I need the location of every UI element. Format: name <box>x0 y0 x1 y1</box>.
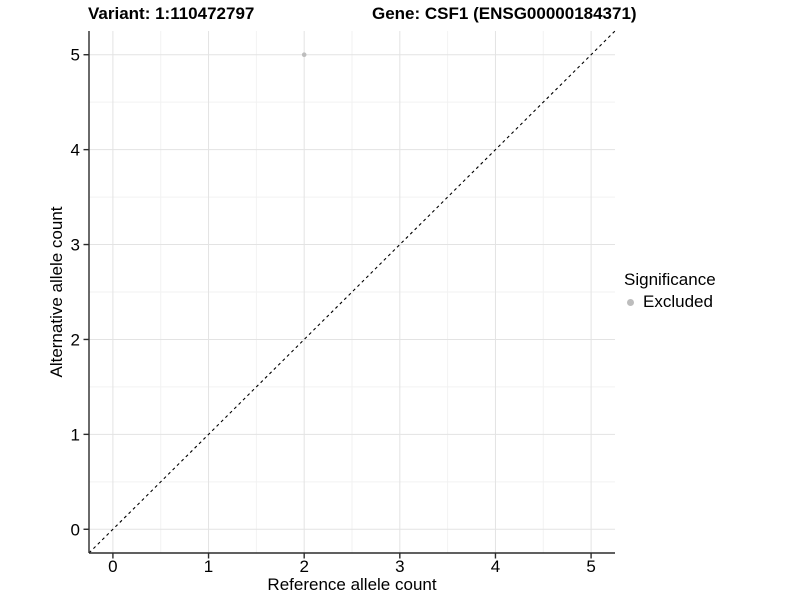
x-tick-label: 1 <box>204 557 213 576</box>
legend-item-excluded: Excluded <box>624 292 716 312</box>
data-point <box>301 52 307 58</box>
y-tick-label: 2 <box>71 330 80 349</box>
legend-title: Significance <box>624 270 716 289</box>
y-tick-label: 4 <box>71 141 80 160</box>
y-tick-label: 3 <box>71 236 80 255</box>
x-tick-label: 3 <box>395 557 404 576</box>
legend-item-label: Excluded <box>643 292 713 311</box>
legend-key <box>624 294 641 311</box>
y-tick-label: 0 <box>71 520 80 539</box>
plot-title-variant: Variant: 1:110472797 <box>88 4 255 23</box>
legend-point-icon <box>627 298 634 306</box>
x-axis-title: Reference allele count <box>267 575 437 594</box>
plot-title-gene: Gene: CSF1 (ENSG00000184371) <box>372 4 637 23</box>
x-tick-label: 0 <box>108 557 117 576</box>
y-tick-label: 5 <box>71 46 80 65</box>
x-tick-label: 2 <box>299 557 308 576</box>
x-tick-label: 4 <box>491 557 500 576</box>
legend: Significance Excluded <box>624 270 716 312</box>
y-axis-title: Alternative allele count <box>47 206 66 378</box>
y-tick-label: 1 <box>71 425 80 444</box>
x-tick-label: 5 <box>586 557 595 576</box>
